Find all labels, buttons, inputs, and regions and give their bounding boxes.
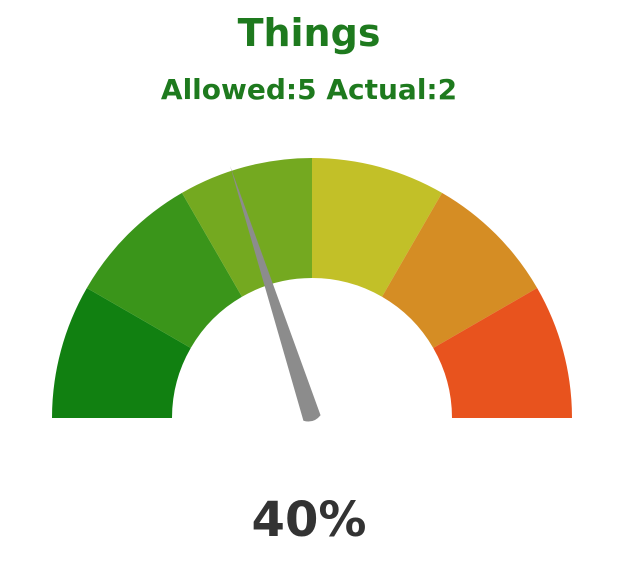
gauge-bands	[52, 158, 572, 418]
gauge-needle-group	[230, 165, 321, 422]
gauge-band-4	[312, 158, 443, 297]
gauge-band-3	[181, 158, 312, 297]
gauge-band-5	[382, 192, 538, 348]
chart-title: Things	[237, 11, 381, 55]
gauge-band-2	[86, 192, 242, 348]
gauge-value-label: 40%	[251, 492, 367, 548]
gauge-band-1	[52, 287, 191, 418]
gauge-needle	[230, 165, 321, 422]
gauge-band-6	[433, 287, 572, 418]
chart-subtitle: Allowed:5 Actual:2	[160, 73, 458, 106]
